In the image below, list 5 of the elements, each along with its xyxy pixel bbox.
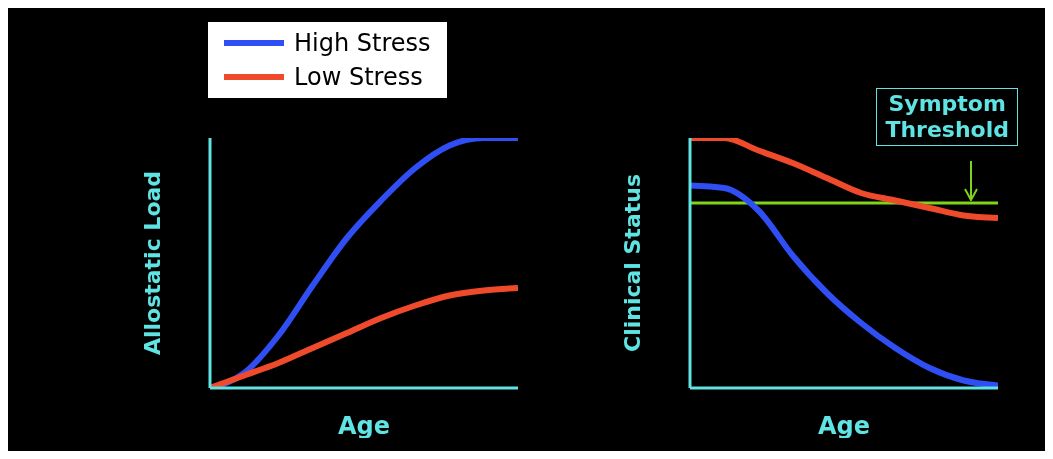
y-axis-title: Allostatic Load: [139, 170, 165, 356]
legend-label: Low Stress: [294, 63, 423, 91]
legend-label: High Stress: [294, 29, 431, 57]
y-axis-title: Clinical Status: [619, 174, 645, 352]
ref-line-label: Symptom Threshold: [885, 91, 1009, 143]
